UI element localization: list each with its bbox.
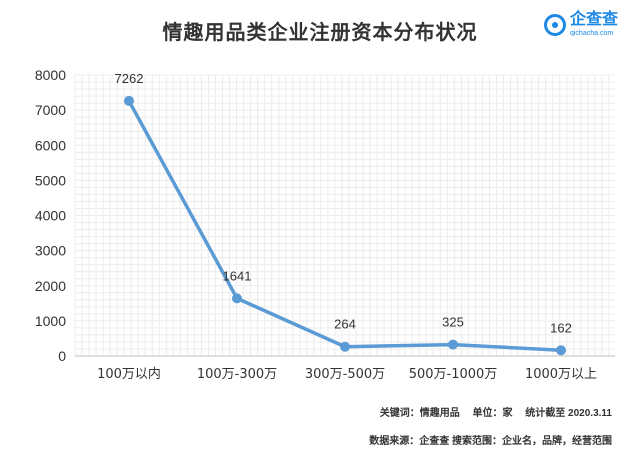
footer-source: 数据来源：企查查 搜索范围：企业名，品牌，经营范围 (369, 436, 612, 447)
x-tick-label: 500万-1000万 (409, 367, 498, 382)
logo-icon (543, 13, 566, 36)
y-tick-label: 5000 (35, 172, 66, 188)
y-tick-label: 3000 (35, 243, 66, 259)
data-point (556, 345, 566, 356)
footer-keyword: 关键词：情趣用品 (379, 408, 460, 419)
x-tick-label: 100万-300万 (197, 367, 277, 382)
y-tick-label: 8000 (35, 67, 66, 83)
data-point (448, 339, 458, 350)
y-tick-label: 6000 (35, 137, 66, 153)
y-tick-label: 2000 (35, 278, 66, 294)
y-tick-label: 0 (58, 348, 66, 364)
data-label: 7262 (115, 71, 144, 86)
data-label: 325 (442, 315, 464, 330)
x-tick-label: 1000万以上 (525, 367, 597, 382)
data-label: 264 (334, 317, 356, 332)
y-tick-label: 1000 (35, 313, 66, 329)
footer-date: 统计截至 2020.3.11 (525, 408, 612, 419)
qichacha-logo: 企查查 qichacha.com (543, 11, 618, 37)
chart-title: 情趣用品类企业注册资本分布状况 (162, 22, 478, 44)
y-tick-label: 4000 (35, 208, 66, 224)
footer-meta: 关键词：情趣用品 单位：家 统计截至 2020.3.11 (380, 404, 612, 419)
data-label: 162 (550, 320, 572, 335)
data-point (340, 341, 350, 352)
data-point (232, 293, 242, 304)
data-point (124, 95, 134, 106)
y-tick-label: 7000 (35, 102, 66, 118)
logo-name: 企查查 (569, 11, 618, 28)
x-tick-label: 100万以内 (97, 366, 161, 382)
footer-unit: 单位：家 (472, 408, 513, 419)
x-tick-label: 300万-500万 (305, 367, 385, 382)
logo-url: qichacha.com (569, 30, 614, 37)
data-label: 1641 (223, 268, 252, 283)
